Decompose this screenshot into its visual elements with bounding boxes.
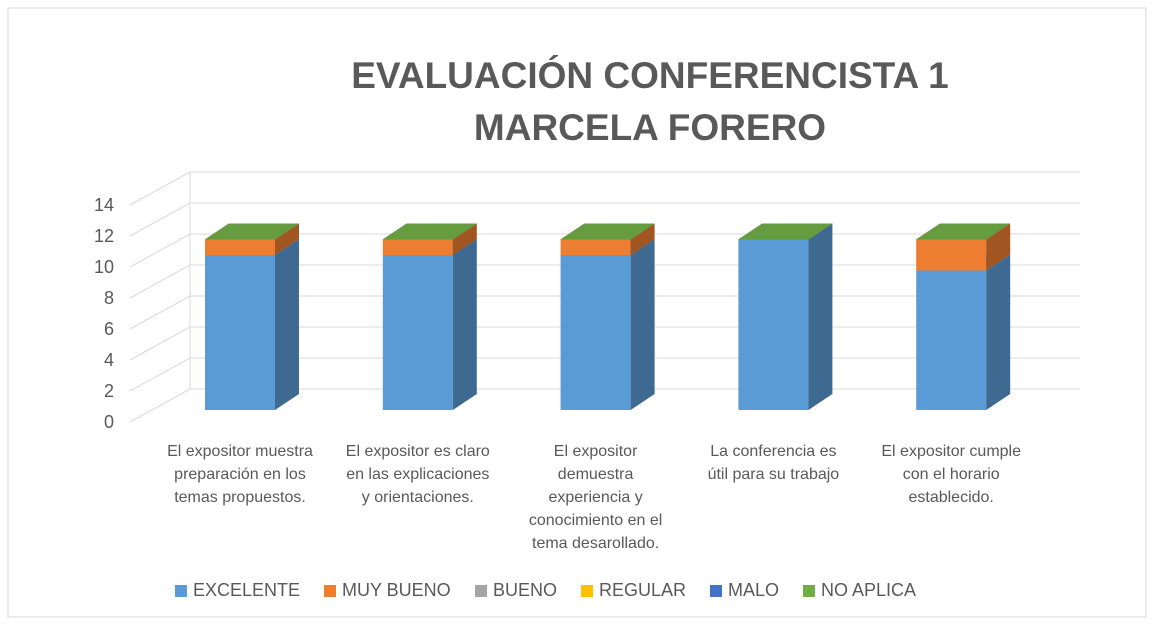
bar-segment: [560, 255, 631, 410]
bar-side: [630, 223, 655, 255]
legend-item: MALO: [710, 580, 779, 601]
bar-top: [382, 223, 477, 240]
bar-side: [808, 223, 833, 410]
x-tick-label: El expositor demuestra experiencia y con…: [528, 443, 663, 552]
legend-item: REGULAR: [581, 580, 686, 601]
x-tick-label: El expositor es claro en las explicacion…: [345, 443, 490, 506]
bar-segment: [738, 239, 809, 410]
y-tick-label: 0: [104, 412, 114, 432]
legend-swatch: [475, 584, 487, 597]
bar-segment: [382, 239, 453, 255]
bar-top: [916, 223, 1011, 240]
y-tick-label: 14: [94, 195, 114, 215]
y-tick-label: 2: [104, 381, 114, 401]
legend-swatch: [581, 584, 593, 597]
legend-item: EXCELENTE: [175, 580, 300, 601]
bar-segment: [205, 255, 275, 410]
bar-side: [452, 223, 477, 255]
legend-label: MALO: [728, 580, 780, 600]
y-tick-label: 12: [94, 226, 114, 246]
x-tick-label: La conferencia es útil para su trabajo: [707, 443, 840, 483]
y-tick-label: 10: [94, 257, 114, 277]
legend-label: REGULAR: [599, 580, 687, 600]
legend-swatch: [324, 584, 336, 597]
bar-side: [452, 239, 477, 410]
legend-swatch: [710, 584, 722, 597]
legend-item: MUY BUENO: [324, 580, 451, 601]
bar-top: [205, 223, 299, 240]
bar-side: [275, 239, 299, 410]
legend-item: NO APLICA: [803, 580, 916, 601]
bar-top: [738, 223, 833, 240]
legend-label: BUENO: [493, 580, 558, 600]
bar-segment: [916, 270, 987, 410]
chart-title: EVALUACIÓN CONFERENCISTA 1: [351, 54, 949, 96]
bar-side: [275, 223, 299, 255]
bar-side: [986, 223, 1011, 271]
chart-title: MARCELA FORERO: [474, 107, 826, 148]
bar-segment: [382, 255, 453, 410]
legend-label: EXCELENTE: [193, 580, 301, 600]
legend-item: BUENO: [475, 580, 557, 601]
x-tick-label: El expositor cumple con el horario estab…: [881, 443, 1021, 506]
bar-side: [630, 239, 655, 410]
legend-label: MUY BUENO: [342, 580, 451, 600]
bar-segment: [205, 239, 275, 255]
y-tick-label: 4: [104, 350, 114, 370]
bar-top: [560, 223, 655, 240]
legend-swatch: [803, 584, 815, 597]
legend-label: NO APLICA: [821, 580, 917, 600]
y-tick-label: 8: [104, 288, 114, 308]
y-tick-label: 6: [104, 319, 114, 339]
bar-segment: [560, 239, 631, 255]
x-tick-label: El expositor muestra preparación en los …: [167, 443, 313, 506]
bar-side: [986, 254, 1011, 410]
legend-swatch: [175, 584, 187, 597]
bar-segment: [916, 239, 987, 271]
